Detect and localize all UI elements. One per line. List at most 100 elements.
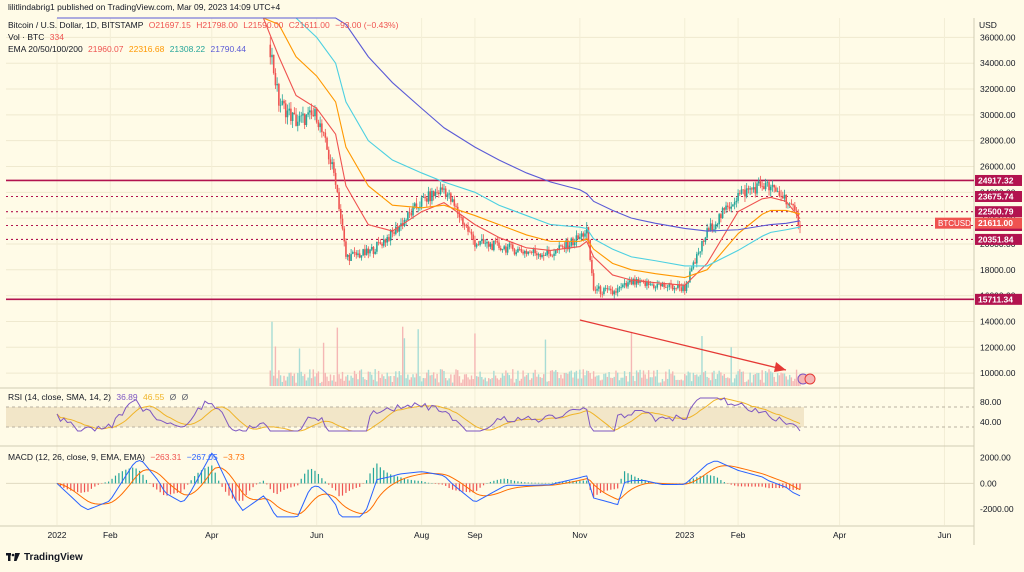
volume-bar <box>479 372 480 386</box>
candle-body <box>517 249 519 252</box>
volume-bar <box>775 382 776 386</box>
macd-histogram-bar <box>328 483 329 484</box>
currency-label: USD <box>979 20 997 30</box>
volume-bar <box>412 374 413 386</box>
volume-bar <box>316 373 317 386</box>
macd-histogram-bar <box>552 483 553 484</box>
volume-bar <box>483 379 484 386</box>
candle-body <box>312 115 314 116</box>
volume-bar <box>538 374 539 386</box>
candle-body <box>612 290 614 294</box>
candle-body <box>462 217 464 224</box>
symbol-title[interactable]: Bitcoin / U.S. Dollar, 1D, BITSTAMP <box>8 20 143 30</box>
volume-bar <box>342 372 343 386</box>
time-tick-label: Apr <box>205 530 218 540</box>
volume-bar <box>712 372 713 386</box>
candle-body <box>496 241 498 242</box>
candle-body <box>498 243 500 248</box>
volume-bar <box>431 375 432 386</box>
volume-bar <box>510 379 511 386</box>
candle-body <box>371 247 373 250</box>
volume-bar <box>287 377 288 386</box>
volume-bar <box>584 375 585 386</box>
candle-body <box>383 239 385 245</box>
macd-label[interactable]: MACD (12, 26, close, 9, EMA, EMA) <box>8 452 145 462</box>
candle-body <box>562 246 564 247</box>
volume-bar <box>540 377 541 386</box>
volume-bar <box>354 371 355 386</box>
volume-bar <box>734 378 735 386</box>
macd-histogram-bar <box>734 483 735 485</box>
macd-tick-label: -2000.00 <box>980 504 1014 514</box>
volume-bar <box>660 382 661 386</box>
candle-body <box>500 248 502 250</box>
candle-body <box>681 287 683 291</box>
candle-body <box>782 197 784 199</box>
candle-body <box>620 287 622 288</box>
candle-body <box>486 242 488 244</box>
volume-bar <box>278 370 279 386</box>
macd-histogram-bar <box>538 483 539 484</box>
volume-bar <box>443 371 444 386</box>
macd-histogram-bar <box>586 481 587 484</box>
candle-body <box>435 192 437 196</box>
volume-bar <box>791 377 792 386</box>
volume-bar <box>663 381 664 386</box>
candle-body <box>345 241 347 256</box>
volume-label[interactable]: Vol · BTC <box>8 32 44 42</box>
macd-histogram-bar <box>218 481 219 484</box>
macd-histogram-bar <box>380 467 381 483</box>
candle-body <box>321 123 323 132</box>
volume-bar <box>693 373 694 386</box>
candle-body <box>297 122 299 126</box>
macd-histogram-bar <box>424 482 425 483</box>
volume-bar <box>737 371 738 386</box>
ema-label[interactable]: EMA 20/50/100/200 <box>8 44 83 54</box>
candle-body <box>650 284 652 285</box>
candle-body <box>484 243 486 244</box>
volume-bar <box>447 380 448 386</box>
volume-bar <box>383 376 384 386</box>
volume-bar <box>416 374 417 386</box>
volume-bar <box>755 374 756 386</box>
volume-bar <box>598 375 599 386</box>
candle-body <box>734 202 736 205</box>
candle-body <box>488 242 490 247</box>
ohlc-change: −93.00 (−0.43%) <box>335 20 398 30</box>
macd-histogram-bar <box>720 480 721 483</box>
volume-bar <box>632 376 633 386</box>
candle-body <box>746 188 748 196</box>
candle-body <box>362 249 364 255</box>
macd-tick-label: 2000.00 <box>980 453 1011 463</box>
volume-bar <box>424 378 425 386</box>
candle-body <box>552 256 554 257</box>
candle-body <box>433 191 435 196</box>
volume-bar <box>335 382 336 386</box>
volume-bar <box>741 372 742 386</box>
candle-body <box>584 233 586 236</box>
candle-body <box>361 255 363 257</box>
time-tick-label: 2023 <box>675 530 694 540</box>
footer-brand[interactable]: TradingView <box>6 552 83 563</box>
volume-bar <box>705 371 706 386</box>
volume-bar <box>469 379 470 386</box>
candle-body <box>522 252 524 254</box>
volume-bar <box>672 371 673 386</box>
candle-body <box>411 213 413 215</box>
volume-bar <box>731 347 732 386</box>
volume-bar <box>369 372 370 386</box>
volume-legend: Vol · BTC 334 <box>8 32 67 43</box>
ema200-value: 21790.44 <box>211 44 246 54</box>
candle-body <box>625 283 627 286</box>
candle-body <box>440 187 442 194</box>
candle-body <box>529 252 531 253</box>
volume-bar <box>627 382 628 386</box>
volume-bar <box>459 376 460 386</box>
rsi-label[interactable]: RSI (14, close, SMA, 14, 2) <box>8 392 111 402</box>
candle-body <box>763 186 765 189</box>
macd-hist-value: −263.31 <box>150 452 181 462</box>
volume-bar <box>399 371 400 386</box>
volume-bar <box>569 372 570 386</box>
